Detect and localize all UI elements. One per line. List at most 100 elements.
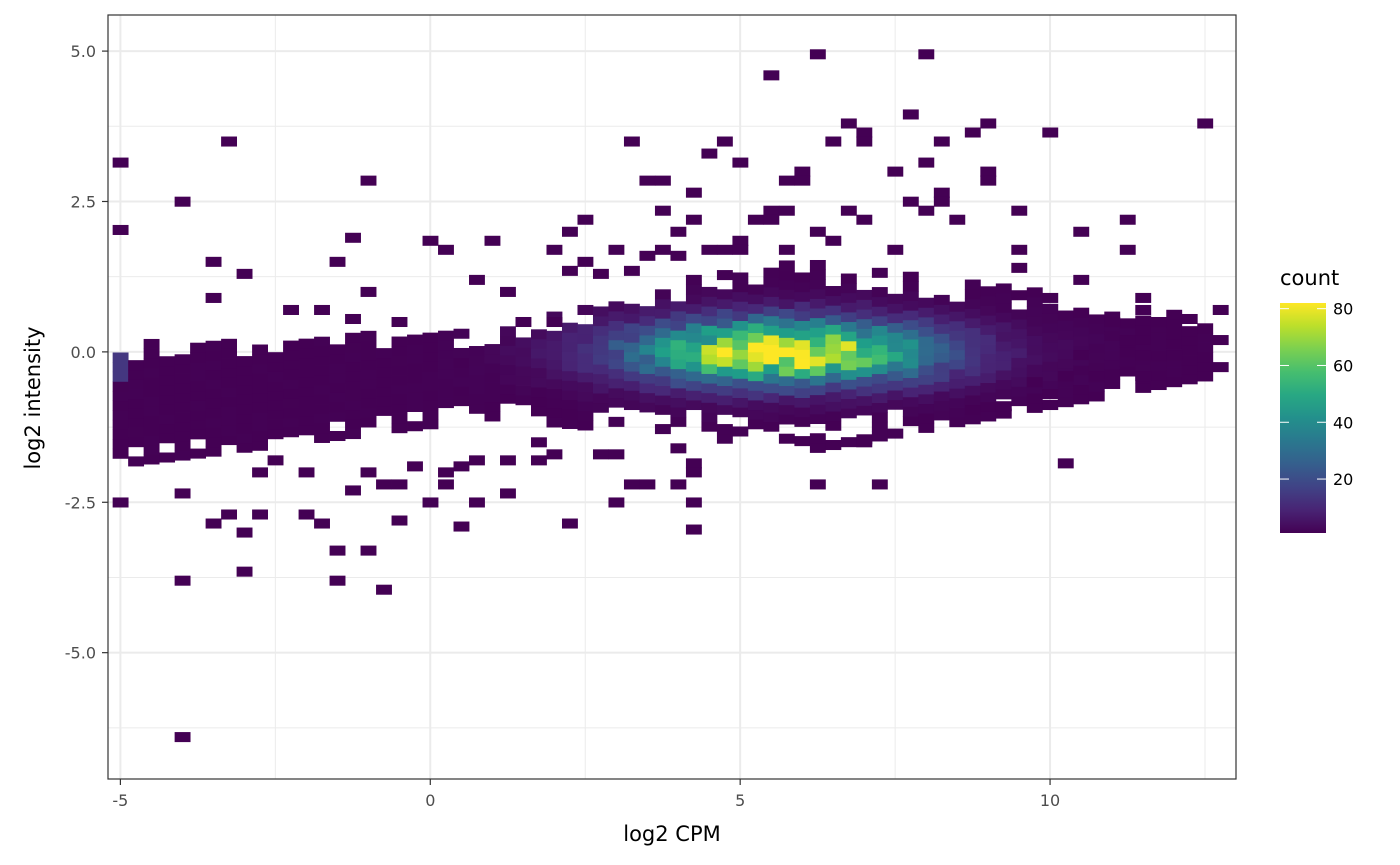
- heatmap-bin: [716, 395, 733, 406]
- heatmap-bin: [716, 327, 733, 338]
- heatmap-bin: [778, 260, 795, 271]
- heatmap-bin: [205, 369, 222, 380]
- heatmap-bin: [887, 380, 904, 391]
- heatmap-bin: [407, 373, 423, 384]
- heatmap-bin: [1166, 319, 1183, 330]
- outlier-bin: [546, 449, 563, 460]
- outlier-bin: [1073, 274, 1090, 285]
- heatmap-bin: [918, 422, 935, 433]
- heatmap-bin: [515, 366, 532, 377]
- outlier-bin: [112, 497, 129, 508]
- heatmap-bin: [747, 409, 764, 420]
- heatmap-bin: [701, 354, 718, 365]
- heatmap-bin: [856, 318, 873, 329]
- outlier-bin: [887, 166, 904, 177]
- heatmap-bin: [964, 375, 981, 386]
- heatmap-bin: [1026, 296, 1043, 308]
- heatmap-bin: [995, 408, 1012, 419]
- outlier-bin: [778, 175, 795, 186]
- heatmap-bin: [747, 342, 764, 353]
- heatmap-bin: [902, 271, 919, 282]
- heatmap-bin: [918, 413, 935, 424]
- outlier-bin: [825, 235, 842, 246]
- heatmap-bin: [871, 373, 888, 384]
- heatmap-bin: [933, 333, 950, 344]
- outlier-bin: [592, 268, 609, 279]
- heatmap-bin: [980, 344, 997, 355]
- heatmap-bin: [685, 313, 702, 324]
- heatmap-bin: [376, 348, 392, 359]
- heatmap-bin: [918, 297, 935, 308]
- y-tick-label: 2.5: [71, 192, 96, 211]
- outlier-bin: [1042, 127, 1059, 138]
- heatmap-bin: [732, 291, 749, 302]
- heatmap-bin: [623, 351, 640, 362]
- heatmap-bin: [623, 303, 640, 314]
- heatmap-bin: [763, 373, 780, 384]
- heatmap-bin: [561, 370, 578, 381]
- heatmap-bin: [949, 378, 966, 389]
- outlier-bin: [484, 235, 501, 246]
- heatmap-bin: [747, 332, 764, 343]
- heatmap-bin: [1073, 394, 1090, 405]
- outlier-bin: [298, 467, 315, 478]
- outlier-bin: [329, 545, 346, 556]
- heatmap-bin: [314, 413, 330, 424]
- heatmap-bin: [964, 289, 981, 300]
- heatmap-bin: [1073, 365, 1090, 376]
- heatmap-bin: [546, 330, 563, 341]
- heatmap-bin: [763, 402, 780, 413]
- heatmap-bin: [360, 350, 377, 361]
- heatmap-bin: [608, 301, 625, 312]
- heatmap-bin: [871, 392, 888, 403]
- heatmap-bin: [685, 303, 702, 314]
- heatmap-bin: [1088, 333, 1105, 344]
- heatmap-bin: [825, 305, 842, 316]
- heatmap-bin: [871, 344, 888, 355]
- heatmap-bin: [546, 378, 563, 389]
- heatmap-bin: [469, 403, 485, 414]
- heatmap-bin: [840, 360, 857, 371]
- heatmap-bin: [422, 361, 439, 372]
- heatmap-bin: [546, 359, 563, 370]
- heatmap-bin: [329, 392, 346, 403]
- heatmap-bin: [112, 352, 129, 363]
- heatmap-bin: [329, 373, 346, 384]
- heatmap-bin: [825, 420, 842, 431]
- heatmap-bin: [205, 427, 222, 438]
- heatmap-bin: [252, 421, 268, 432]
- outlier-bin: [345, 313, 361, 325]
- heatmap-bin: [732, 397, 749, 408]
- heatmap-bin: [190, 419, 207, 430]
- heatmap-bin: [654, 318, 671, 329]
- outlier-bin: [670, 226, 687, 237]
- heatmap-bin: [592, 393, 609, 404]
- heatmap-bin: [1057, 387, 1074, 398]
- heatmap-bin: [236, 384, 253, 395]
- heatmap-bin: [840, 292, 857, 303]
- heatmap-bin: [112, 371, 129, 382]
- heatmap-bin: [376, 376, 392, 388]
- heatmap-bin: [205, 340, 222, 351]
- heatmap-bin: [453, 347, 470, 358]
- heatmap-bin: [840, 398, 857, 409]
- outlier-bin: [1011, 244, 1028, 255]
- heatmap-bin: [143, 367, 160, 378]
- heatmap-bin: [964, 385, 981, 396]
- heatmap-bin: [809, 413, 826, 425]
- heatmap-bin: [329, 402, 346, 413]
- heatmap-bin: [964, 404, 981, 415]
- heatmap-bin: [794, 416, 811, 427]
- heatmap-bin: [747, 284, 764, 295]
- heatmap-bin: [360, 340, 377, 351]
- heatmap-bin: [732, 339, 749, 350]
- heatmap-bin: [1181, 355, 1198, 366]
- heatmap-bin: [871, 306, 888, 317]
- heatmap-bin: [298, 396, 315, 407]
- heatmap-bin: [654, 395, 671, 406]
- heatmap-bin: [592, 306, 609, 317]
- outlier-bin: [1119, 244, 1136, 255]
- heatmap-bin: [716, 433, 733, 444]
- heatmap-bin: [159, 385, 176, 396]
- heatmap-bin: [221, 377, 238, 388]
